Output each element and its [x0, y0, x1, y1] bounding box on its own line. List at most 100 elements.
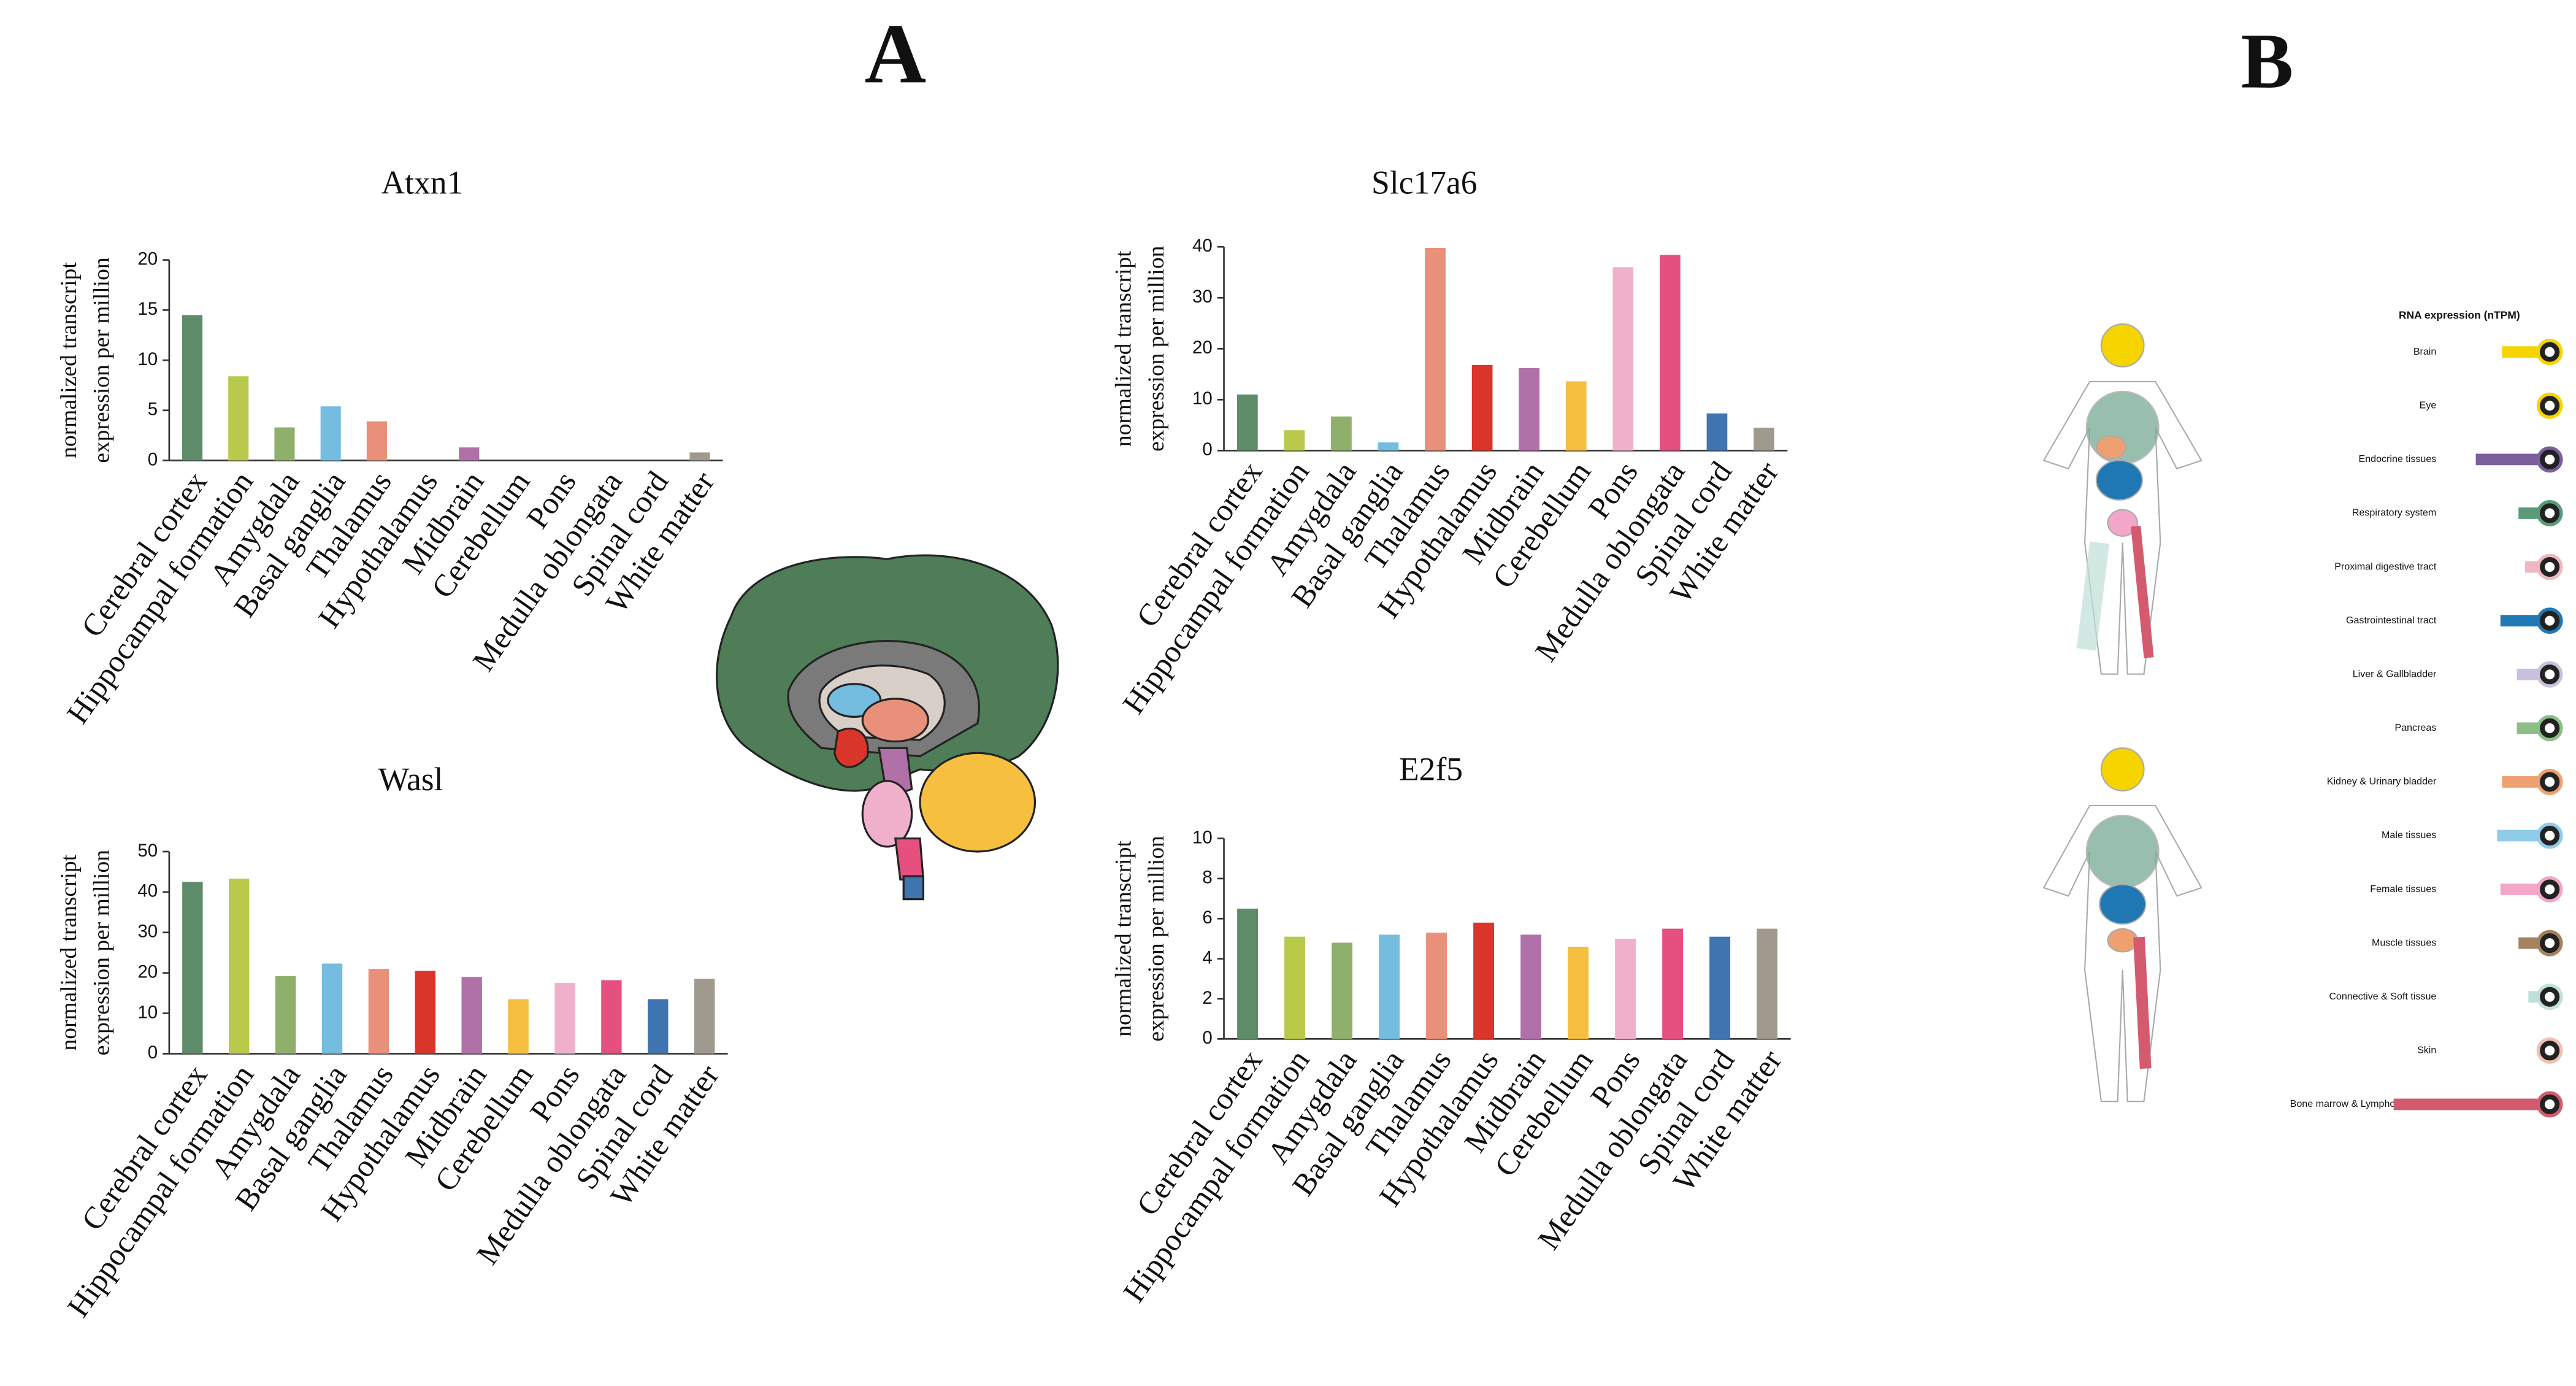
bar: [368, 969, 389, 1054]
tissue-icon-inner: [2545, 1099, 2555, 1109]
bar: [1236, 395, 1258, 451]
bar: [689, 452, 710, 461]
y-tick-label: 0: [148, 449, 158, 469]
y-tick-label: 50: [137, 841, 158, 861]
y-tick-label: 0: [148, 1042, 158, 1063]
y-tick-label: 40: [137, 881, 158, 901]
y-tick-label: 30: [137, 922, 158, 942]
bar: [2497, 830, 2539, 842]
bar: [1471, 364, 1493, 451]
category-label: Kidney & Urinary bladder: [2327, 776, 2437, 787]
bar: [1520, 934, 1542, 1039]
y-tick-label: 10: [1192, 827, 1213, 847]
bar: [320, 406, 341, 461]
category-label: Connective & Soft tissue: [2329, 991, 2436, 1002]
bar: [461, 977, 482, 1054]
tissue-icon-inner: [2545, 615, 2555, 626]
y-tick-label: 30: [1192, 287, 1213, 307]
chart-title: Wasl: [378, 761, 443, 798]
chart-title: Slc17a6: [1371, 164, 1478, 201]
bar: [2528, 991, 2539, 1003]
tissue-icon-inner: [2545, 777, 2555, 787]
bar: [2518, 937, 2539, 949]
bar: [2517, 722, 2539, 734]
bar: [274, 427, 295, 461]
category-label: Gastrointestinal tract: [2346, 615, 2437, 626]
category-label: Skin: [2417, 1045, 2436, 1056]
bar: [182, 882, 203, 1054]
category-label: Muscle tissues: [2372, 937, 2436, 948]
bar: [2475, 453, 2539, 466]
y-tick-label: 5: [148, 399, 158, 420]
category-label: Male tissues: [2382, 830, 2436, 841]
y-axis-label: normalized transcript: [1111, 841, 1136, 1037]
chart-title: RNA expression (nTPM): [2399, 309, 2520, 321]
y-axis-label: expression per million: [1144, 836, 1169, 1042]
bar: [415, 971, 436, 1054]
bar: [1332, 942, 1352, 1039]
category-label: Pancreas: [2394, 722, 2436, 733]
y-tick-label: 10: [137, 1002, 158, 1022]
y-tick-label: 20: [1192, 337, 1213, 358]
bar: [1660, 255, 1681, 451]
bar: [508, 999, 529, 1054]
bar: [1612, 267, 1634, 451]
bar: [459, 447, 480, 461]
y-tick-label: 8: [1202, 868, 1212, 888]
bar: [1519, 368, 1540, 451]
bar: [275, 976, 296, 1054]
tissue-icon-inner: [2545, 1045, 2555, 1056]
bar: [1426, 933, 1447, 1039]
bar: [1706, 413, 1728, 451]
tissue-icon-inner: [2545, 508, 2555, 518]
bar: [2502, 346, 2539, 358]
bar: [1331, 416, 1352, 451]
bar: [2500, 615, 2539, 627]
y-axis-label: normalized transcript: [1111, 250, 1136, 447]
bar: [1378, 442, 1399, 451]
tissue-icon-inner: [2545, 830, 2555, 841]
bar: [182, 315, 203, 461]
bar: [694, 979, 715, 1054]
y-axis-label: normalized transcript: [56, 262, 82, 458]
bar: [1568, 947, 1589, 1039]
bar: [321, 963, 343, 1054]
y-tick-label: 10: [1192, 388, 1213, 409]
y-tick-label: 10: [137, 349, 158, 369]
tissue-icon-inner: [2545, 454, 2555, 464]
bar: [1754, 428, 1774, 451]
y-tick-label: 2: [1202, 988, 1212, 1008]
category-label: Eye: [2420, 400, 2437, 411]
y-tick-label: 20: [137, 961, 158, 982]
category-label: Liver & Gallbladder: [2353, 668, 2437, 679]
bar: [1662, 928, 1684, 1039]
y-axis-label: expression per million: [89, 850, 114, 1056]
bar: [2517, 668, 2539, 680]
bar: [228, 376, 249, 461]
y-tick-label: 15: [137, 299, 158, 319]
y-tick-label: 20: [137, 248, 158, 269]
bar: [229, 879, 250, 1054]
bar: [601, 980, 622, 1054]
tissue-icon-inner: [2545, 723, 2555, 733]
y-axis-label: expression per million: [1144, 245, 1169, 452]
y-tick-label: 40: [1192, 236, 1213, 256]
bar: [1237, 908, 1258, 1039]
bar: [2500, 884, 2539, 895]
bar: [2502, 776, 2539, 788]
y-axis-label: expression per million: [89, 257, 114, 463]
tissue-icon-inner: [2545, 562, 2555, 572]
bar: [1284, 936, 1305, 1039]
bar: [1284, 430, 1305, 451]
brain-illustration: [716, 554, 1059, 901]
bar: [2518, 507, 2539, 519]
category-label: Respiratory system: [2352, 507, 2436, 518]
bar: [1379, 934, 1400, 1039]
bar: [2524, 561, 2539, 573]
tissue-icon-inner: [2545, 884, 2555, 895]
bar: [1565, 381, 1587, 451]
y-tick-label: 4: [1202, 947, 1212, 968]
y-axis-label: normalized transcript: [56, 854, 82, 1050]
tissue-icon-inner: [2545, 401, 2555, 411]
